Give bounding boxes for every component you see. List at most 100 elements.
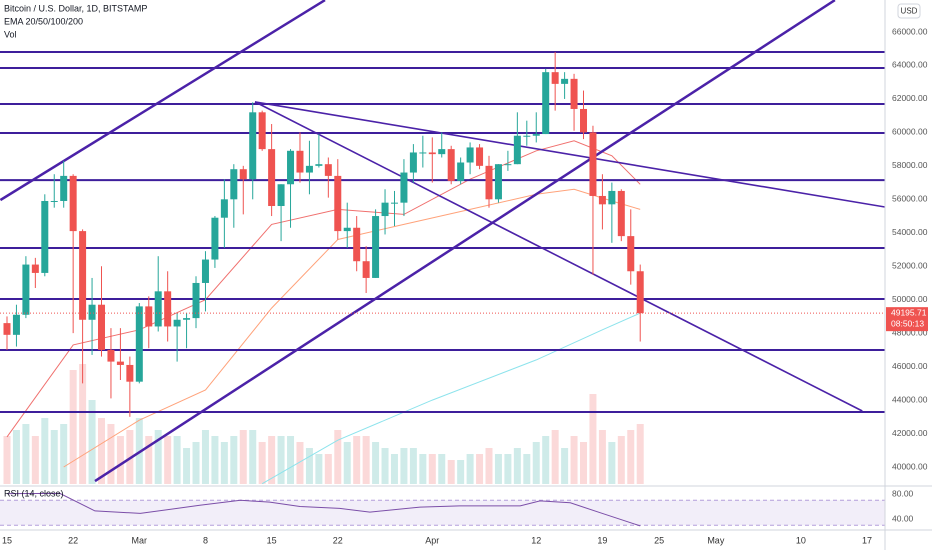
volume-bar <box>98 418 106 484</box>
x-tick-label: May <box>707 535 725 545</box>
volume-bar <box>3 436 11 484</box>
ema-line <box>6 140 641 438</box>
candle-body <box>107 349 115 362</box>
x-tick-label: 25 <box>654 535 664 545</box>
volume-bar <box>201 430 209 484</box>
volume-bar <box>107 424 115 484</box>
candle-body <box>438 149 446 155</box>
y-tick-label: 46000.00 <box>892 361 928 371</box>
volume-bar <box>88 400 96 484</box>
candle-body <box>287 150 295 185</box>
rsi-pane <box>0 492 885 527</box>
ema-line <box>261 312 641 485</box>
volume-bar <box>287 436 295 484</box>
volume-bar <box>69 370 77 484</box>
volume-bar <box>390 454 398 484</box>
x-tick-label: Apr <box>425 535 439 545</box>
candle-body <box>428 152 436 155</box>
candle-body <box>305 165 313 173</box>
candle-body <box>447 149 455 181</box>
candle-body <box>390 202 398 204</box>
volume-bar <box>551 430 559 484</box>
volume-bar <box>145 436 153 484</box>
candle-body <box>22 264 30 315</box>
candle-body <box>164 291 172 327</box>
chart-title: Bitcoin / U.S. Dollar, 1D, BITSTAMP <box>4 3 147 13</box>
volume-bar <box>485 448 493 484</box>
volume-bar <box>447 460 455 484</box>
volume-label: Vol <box>4 29 17 39</box>
candle-body <box>334 175 342 232</box>
rsi-label: RSI (14, close) <box>4 488 64 498</box>
volume-bar <box>230 436 238 484</box>
volume-bar <box>60 424 68 484</box>
candle-body <box>580 108 588 133</box>
volume-bar <box>334 430 342 484</box>
volume-bar <box>476 454 484 484</box>
rsi-tick-label: 80.00 <box>892 488 914 498</box>
candle-body <box>41 200 49 273</box>
volume-bar <box>409 448 417 484</box>
y-tick-label: 54000.00 <box>892 227 928 237</box>
candle-body <box>173 319 181 327</box>
trend-line <box>94 0 836 483</box>
currency: USD <box>901 7 918 16</box>
x-tick-label: 10 <box>796 535 806 545</box>
y-tick-label: 56000.00 <box>892 194 928 204</box>
candle-body <box>400 172 408 203</box>
volume-bar <box>305 448 313 484</box>
indicator-label: EMA 20/50/100/200 <box>4 16 83 26</box>
candle-body <box>145 306 153 327</box>
candle-body <box>494 164 502 200</box>
y-tick-label: 62000.00 <box>892 93 928 103</box>
volume-bar <box>220 442 228 484</box>
candle-body <box>258 112 266 150</box>
candle-body <box>466 147 474 163</box>
volume-bar <box>315 454 323 484</box>
volume-bar <box>608 442 616 484</box>
volume-bar <box>296 442 304 484</box>
candle-body <box>343 227 351 232</box>
candle-body <box>457 162 465 181</box>
volume-bar <box>400 448 408 484</box>
volume-bar <box>504 454 512 484</box>
y-tick-label: 48000.00 <box>892 327 928 337</box>
candle-body <box>372 216 380 278</box>
volume-bar <box>249 430 257 484</box>
y-tick-label: 42000.00 <box>892 428 928 438</box>
currency-box[interactable] <box>897 3 921 19</box>
volume-bar <box>419 454 427 484</box>
trend-line <box>0 0 326 202</box>
candle-body <box>277 184 285 207</box>
candle-body <box>220 199 228 218</box>
candle-body <box>504 164 512 166</box>
candle-body <box>3 323 11 335</box>
x-tick-label: 22 <box>68 535 78 545</box>
candle-body <box>126 364 134 382</box>
y-tick-label: 50000.00 <box>892 294 928 304</box>
x-tick-label: Mar <box>132 535 148 545</box>
candle-body <box>419 152 427 154</box>
candle-body <box>268 149 276 207</box>
volume-bar <box>116 436 124 484</box>
candle-body <box>154 291 162 327</box>
volume-bar <box>513 448 521 484</box>
volume-bar <box>79 364 87 484</box>
candle-body <box>353 227 361 262</box>
candle-body <box>31 264 39 273</box>
candle-body <box>636 271 644 314</box>
countdown-label: 08:50:13 <box>891 318 924 328</box>
last-price-tag <box>886 307 928 332</box>
volume-bar <box>164 436 172 484</box>
y-tick-label: 40000.00 <box>892 461 928 471</box>
volume-bar <box>466 454 474 484</box>
volume-bar <box>50 430 58 484</box>
rsi-line <box>6 492 641 527</box>
candle-body <box>88 304 96 320</box>
volume-bar <box>542 436 550 484</box>
candle-body <box>69 175 77 232</box>
candle-body <box>211 217 219 260</box>
x-tick-label: 15 <box>2 535 12 545</box>
